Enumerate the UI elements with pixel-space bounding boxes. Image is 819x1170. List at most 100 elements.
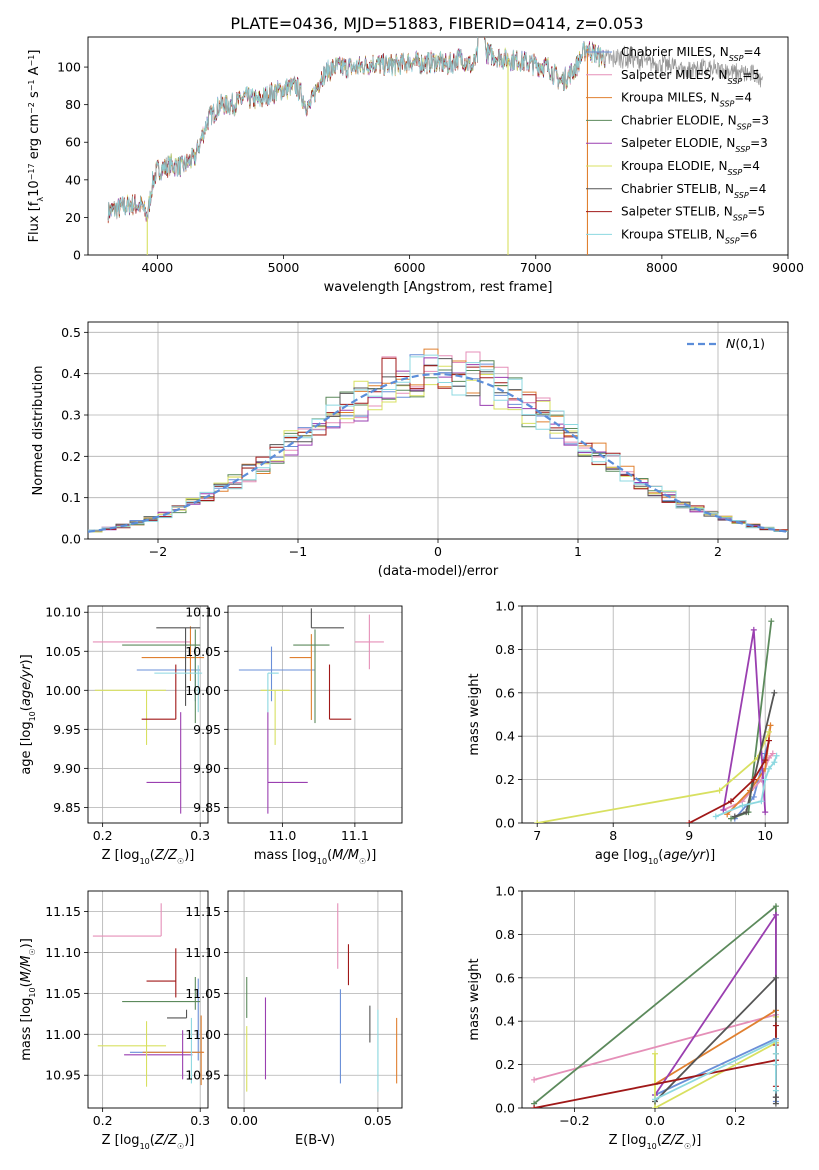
mass-weight-line xyxy=(722,629,767,813)
mass-weight-point xyxy=(772,911,779,918)
spectrum-model-line xyxy=(107,37,606,222)
mass-weight-line xyxy=(537,731,770,823)
x-tick-label: −2 xyxy=(149,544,167,559)
y-tick-label: 80 xyxy=(65,97,81,112)
y-tick-label: 0.5 xyxy=(61,325,81,340)
age-vs-Z-ylabel: age [log10(age/yr)] xyxy=(19,654,37,774)
mass-weight-point xyxy=(743,809,750,816)
residual-histogram-axes: −2 −1 0 1 2 0.0 0.1 0.2 0.3 0.4 0.5 xyxy=(61,321,789,559)
x-tick-label: 0.2 xyxy=(93,1113,113,1128)
histogram-xlabel: (data-model)/error xyxy=(378,564,499,579)
massweight-vs-age-axes: 7 8 9 10 0.0 0.2 0.4 0.6 0.8 1.0 xyxy=(495,599,789,843)
y-tick-label: 0.3 xyxy=(61,408,81,423)
x-tick-label: 0.3 xyxy=(190,828,210,843)
mass-weight-point xyxy=(739,802,746,809)
mass-weight-point xyxy=(531,1105,538,1108)
legend-label: Kroupa STELIB, NSSP=6 xyxy=(621,227,757,245)
y-tick-label: 9.95 xyxy=(193,722,221,737)
x-tick-label: 8 xyxy=(609,828,617,843)
legend-label: Salpeter ELODIE, NSSP=3 xyxy=(621,136,768,154)
x-tick-label: 11.1 xyxy=(341,828,369,843)
spectrum-model-line xyxy=(107,37,606,223)
axes-frame xyxy=(87,605,209,824)
y-tick-label: 0.4 xyxy=(495,1014,515,1029)
histogram-ylabel: Normed distribution xyxy=(31,366,46,496)
x-tick-label: 7 xyxy=(533,828,541,843)
legend-label: Kroupa ELODIE, NSSP=4 xyxy=(621,159,760,177)
spectrum-axes: 4000 5000 6000 7000 8000 9000 0 20 40 60 80 100 xyxy=(57,36,804,275)
y-tick-label: 9.90 xyxy=(53,761,81,776)
x-tick-label: 5000 xyxy=(268,260,300,275)
x-tick-label: 4000 xyxy=(141,260,173,275)
y-tick-label: 0.1 xyxy=(61,490,81,505)
x-tick-label: 9 xyxy=(685,828,693,843)
y-tick-label: 9.85 xyxy=(193,800,221,815)
axes-frame xyxy=(227,605,403,824)
histogram-model-step xyxy=(88,354,788,532)
y-tick-label: 0.0 xyxy=(495,816,515,831)
mass-vs-EBV-errorbars xyxy=(246,903,398,1092)
plot-area: 4000 5000 6000 7000 8000 9000020406080100wave… xyxy=(19,36,804,1151)
mass-weight-point xyxy=(766,765,772,772)
x-tick-label: −0.2 xyxy=(559,1113,589,1128)
y-tick-label: 1.0 xyxy=(495,599,515,614)
mass-weight-point xyxy=(728,815,734,822)
y-tick-label: 10.10 xyxy=(185,605,221,620)
x-tick-label: 0.0 xyxy=(645,1113,665,1128)
age-vs-Z-xlabel: Z [log10(Z/Z☉)] xyxy=(102,848,195,866)
y-tick-label: 0.2 xyxy=(61,449,81,464)
mass-vs-EBV-axes: 0.00 0.05 10.95 11.00 11.05 11.10 11.15 xyxy=(185,890,403,1128)
mass-weight-point xyxy=(652,1096,658,1103)
axes-frame xyxy=(87,36,789,256)
mass-vs-Z-errorbars xyxy=(92,903,205,1087)
mass-weight-point xyxy=(750,793,757,800)
mass-vs-EBV-xlabel: E(B-V) xyxy=(295,1133,335,1148)
massweight-vs-age-xlabel: age [log10(age/yr)] xyxy=(595,848,715,866)
mass-vs-Z-xlabel: Z [log10(Z/Z☉)] xyxy=(102,1133,195,1151)
axes-frame xyxy=(87,890,209,1109)
mass-vs-Z-axes: 0.2 0.3 10.95 11.00 11.05 11.10 11.15 xyxy=(45,890,210,1128)
mass-weight-point xyxy=(772,1100,779,1107)
mass-weight-point xyxy=(716,787,723,794)
age-vs-mass-errorbars xyxy=(238,608,384,814)
y-tick-label: 10.00 xyxy=(45,683,81,698)
mass-weight-point xyxy=(772,974,779,981)
spectrum-model-line xyxy=(107,37,606,223)
legend-label: Chabrier MILES, NSSP=4 xyxy=(621,45,761,63)
mass-weight-point xyxy=(686,820,693,823)
legend-label: Chabrier ELODIE, NSSP=3 xyxy=(621,113,769,130)
x-tick-label: 11.0 xyxy=(268,828,296,843)
spectrum-model-line xyxy=(107,37,606,223)
x-tick-label: 6000 xyxy=(394,260,426,275)
y-tick-label: 11.10 xyxy=(185,945,221,960)
mass-weight-point xyxy=(762,809,769,816)
mass-weight-point xyxy=(766,737,772,744)
x-tick-label: 1 xyxy=(574,544,582,559)
y-tick-label: 0.6 xyxy=(495,970,515,985)
axes-frame xyxy=(521,605,789,824)
mass-weight-point xyxy=(728,798,734,805)
y-tick-label: 0.4 xyxy=(61,366,81,381)
mass-weight-point xyxy=(766,728,772,735)
y-tick-label: 0.0 xyxy=(495,1101,515,1116)
x-tick-label: 2 xyxy=(714,544,722,559)
massweight-vs-Z-xlabel: Z [log10(Z/Z☉)] xyxy=(609,1133,702,1151)
age-vs-Z-errorbars xyxy=(92,626,205,814)
mass-weight-point xyxy=(762,776,769,783)
massweight-vs-age-ylabel: mass weight xyxy=(467,673,482,755)
y-tick-label: 11.00 xyxy=(45,1027,81,1042)
mass-weight-point xyxy=(652,1050,658,1057)
mass-weight-line xyxy=(654,975,777,1104)
y-tick-label: 11.00 xyxy=(185,1027,221,1042)
mass-weight-point xyxy=(750,626,757,633)
y-tick-label: 10.00 xyxy=(185,683,221,698)
mass-weight-point xyxy=(731,813,738,820)
mass-weight-point xyxy=(772,1061,779,1068)
legend-label: Chabrier STELIB, NSSP=4 xyxy=(621,182,766,200)
spectrum-model-line xyxy=(107,37,606,224)
spectrum-model-line xyxy=(107,37,606,221)
mass-weight-point xyxy=(720,806,727,813)
mass-weight-point xyxy=(772,1037,779,1044)
massweight-vs-age-lines xyxy=(534,618,780,823)
